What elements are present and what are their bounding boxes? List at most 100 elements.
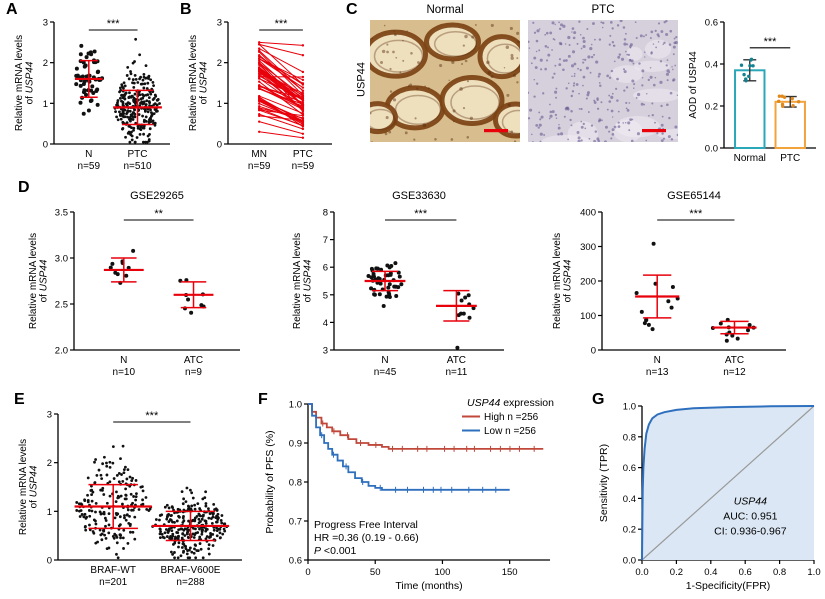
- svg-text:3: 3: [43, 18, 48, 29]
- panel-d-gse33630-dotplot: GSE33630 3 4 5 6 7 8 Relative mRNA levels of USP…: [292, 186, 510, 384]
- svg-text:n=59: n=59: [78, 161, 101, 172]
- svg-text:***: ***: [145, 410, 159, 422]
- svg-text:ATC: ATC: [725, 355, 744, 366]
- svg-text:0.8: 0.8: [289, 478, 302, 489]
- svg-text:3.5: 3.5: [55, 208, 68, 219]
- svg-text:100: 100: [435, 567, 451, 578]
- svg-text:n=288: n=288: [176, 577, 205, 588]
- svg-text:2: 2: [47, 458, 52, 469]
- svg-text:Probability of PFS (%): Probability of PFS (%): [264, 430, 276, 533]
- svg-text:1.0: 1.0: [807, 567, 820, 578]
- svg-text:0.8: 0.8: [623, 432, 636, 443]
- svg-text:Relative mRNA levels: Relative mRNA levels: [552, 233, 563, 329]
- svg-text:n=10: n=10: [113, 367, 136, 378]
- svg-text:n=9: n=9: [185, 367, 202, 378]
- svg-text:of USP44: of USP44: [39, 259, 50, 302]
- ihc-title-ptc: PTC: [591, 4, 615, 16]
- svg-text:2: 2: [217, 58, 222, 69]
- panel-e-braf-dotplot: 0 1 2 3 Relative mRNA levels of USP44 BRAF-WT n…: [18, 398, 248, 594]
- svg-text:N: N: [120, 355, 127, 366]
- panel-label-e: E: [14, 391, 25, 408]
- svg-text:PTC: PTC: [293, 149, 313, 160]
- panel-b-paired-line-chart: 0 1 2 3 Relative mRNA levels of USP44 MN n=59 PT…: [188, 6, 338, 178]
- svg-text:USP44: USP44: [734, 496, 767, 508]
- svg-text:N: N: [654, 355, 661, 366]
- svg-text:3.0: 3.0: [55, 254, 68, 265]
- svg-text:0: 0: [43, 140, 48, 151]
- svg-text:PTC: PTC: [128, 149, 148, 160]
- svg-text:300: 300: [580, 242, 596, 253]
- svg-text:n=11: n=11: [446, 367, 468, 378]
- svg-text:ATC: ATC: [184, 355, 203, 366]
- svg-text:of USP44: of USP44: [303, 259, 314, 302]
- svg-text:***: ***: [764, 36, 778, 48]
- svg-text:0.2: 0.2: [705, 102, 718, 113]
- panel-c-aod-bar-chart: 0.0 0.2 0.4 0.6 AOD of USP44 Normal PTC ***: [688, 6, 822, 174]
- panel-label-a: A: [6, 1, 18, 18]
- svg-text:0.0: 0.0: [623, 556, 636, 567]
- svg-text:of USP44: of USP44: [29, 465, 40, 508]
- svg-text:1: 1: [47, 507, 52, 518]
- svg-text:Relative mRNA levels: Relative mRNA levels: [18, 439, 29, 535]
- svg-text:1-Specificity(FPR): 1-Specificity(FPR): [686, 580, 771, 592]
- svg-text:of USP44: of USP44: [25, 61, 36, 104]
- ihc-row-label-usp44: USP44: [355, 62, 368, 97]
- svg-text:2.5: 2.5: [55, 300, 68, 311]
- svg-text:n=59: n=59: [248, 161, 271, 172]
- svg-text:***: ***: [689, 208, 703, 220]
- svg-text:Progress Free Interval: Progress Free Interval: [314, 519, 418, 531]
- svg-text:150: 150: [502, 567, 518, 578]
- svg-text:5: 5: [323, 290, 328, 301]
- svg-text:7: 7: [323, 235, 328, 246]
- ihc-image-ptc-tissue: [528, 20, 678, 142]
- svg-text:Relative mRNA levels: Relative mRNA levels: [28, 233, 39, 329]
- svg-text:P <0.001: P <0.001: [314, 545, 357, 557]
- svg-text:AUC: 0.951: AUC: 0.951: [723, 511, 777, 523]
- svg-text:HR =0.36 (0.19 - 0.66): HR =0.36 (0.19 - 0.66): [314, 532, 419, 544]
- svg-text:of USP44: of USP44: [199, 61, 210, 104]
- svg-text:GSE29265: GSE29265: [130, 190, 184, 202]
- svg-text:PTC: PTC: [780, 153, 800, 164]
- svg-text:High n =256: High n =256: [484, 412, 539, 423]
- svg-text:CI: 0.936-0.967: CI: 0.936-0.967: [714, 526, 787, 538]
- svg-text:Low n =256: Low n =256: [484, 426, 536, 437]
- svg-text:N: N: [85, 149, 92, 160]
- svg-text:Time (months): Time (months): [395, 580, 462, 592]
- svg-text:200: 200: [580, 277, 596, 288]
- svg-text:MN: MN: [251, 149, 267, 160]
- svg-text:0.2: 0.2: [670, 567, 683, 578]
- svg-text:Relative mRNA levels: Relative mRNA levels: [188, 35, 199, 131]
- svg-text:of USP44: of USP44: [563, 259, 574, 302]
- svg-text:Normal: Normal: [734, 153, 766, 164]
- svg-text:0.6: 0.6: [705, 18, 718, 29]
- svg-text:n=59: n=59: [292, 161, 315, 172]
- svg-text:4: 4: [323, 318, 328, 329]
- svg-text:0: 0: [47, 556, 52, 567]
- svg-text:0.7: 0.7: [289, 517, 302, 528]
- svg-text:2: 2: [43, 58, 48, 69]
- panel-f-kaplan-meier-pfs: 0.6 0.7 0.8 0.9 1.0 0 50 100 150 Probability of P…: [264, 394, 558, 596]
- panel-d-gse65144-dotplot: GSE65144 0 100 200 300 400 Relative mRNA level…: [552, 186, 792, 384]
- svg-text:0.6: 0.6: [289, 556, 302, 567]
- svg-text:1: 1: [217, 99, 222, 110]
- svg-text:***: ***: [275, 18, 289, 30]
- svg-text:n=12: n=12: [723, 367, 746, 378]
- svg-text:3: 3: [47, 410, 52, 421]
- svg-text:1.0: 1.0: [289, 400, 302, 411]
- svg-text:n=510: n=510: [123, 161, 152, 172]
- panel-label-f: F: [258, 391, 268, 408]
- svg-text:2.0: 2.0: [55, 346, 68, 357]
- svg-text:**: **: [154, 208, 163, 220]
- panel-label-c: C: [346, 1, 358, 18]
- svg-text:Relative mRNA levels: Relative mRNA levels: [292, 233, 303, 329]
- svg-text:0: 0: [217, 140, 222, 151]
- svg-text:N: N: [381, 355, 388, 366]
- svg-text:100: 100: [580, 311, 596, 322]
- ihc-title-normal: Normal: [426, 4, 464, 16]
- svg-text:BRAF-WT: BRAF-WT: [90, 565, 136, 576]
- panel-label-g: G: [592, 391, 605, 408]
- svg-text:0: 0: [591, 346, 596, 357]
- svg-text:Sensitivity (TPR): Sensitivity (TPR): [598, 444, 610, 522]
